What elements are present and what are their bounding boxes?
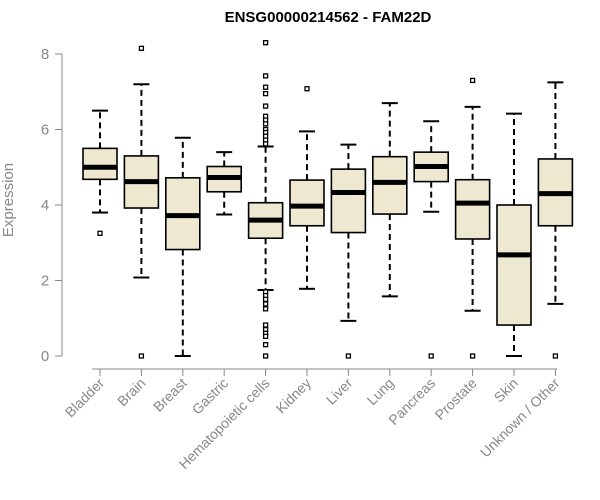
box-iqr [454, 178, 491, 240]
x-tick-label: Liver [323, 375, 356, 408]
outlier-point [262, 40, 269, 46]
outlier-point [262, 322, 269, 328]
y-tick-label: 4 [41, 197, 49, 214]
x-tick-label: Bladder [62, 375, 108, 421]
box-iqr [82, 147, 118, 181]
x-tick-label: Breast [150, 375, 190, 415]
outlier-point [469, 353, 476, 359]
box-group [247, 40, 284, 359]
outlier-point [262, 73, 269, 79]
box-series [82, 40, 574, 359]
box-iqr [496, 204, 532, 326]
outlier-point [262, 84, 269, 90]
outlier-point [469, 77, 476, 84]
box-group [165, 136, 201, 357]
y-axis-ticks: 0 2 4 6 8 [41, 46, 62, 365]
box-group [537, 81, 574, 359]
outlier-point [428, 353, 434, 359]
x-tick-label: Lung [364, 375, 397, 408]
chart-title: ENSG00000214562 - FAM22D [225, 9, 432, 26]
outlier-point [262, 103, 269, 109]
box-group [289, 86, 325, 290]
y-tick-label: 6 [41, 122, 49, 139]
box-group [496, 112, 532, 357]
box-group [454, 77, 491, 359]
outlier-point [262, 353, 269, 359]
outlier-point [262, 90, 269, 97]
outlier-point [262, 306, 269, 312]
y-axis-label: Expression [0, 163, 17, 237]
box-group [371, 102, 408, 298]
box-iqr [330, 168, 367, 234]
outlier-point [262, 301, 269, 307]
box-group [206, 151, 242, 216]
box-group [413, 120, 450, 359]
outlier-point [262, 333, 269, 340]
outlier-point [345, 353, 352, 359]
outlier-point [138, 45, 145, 51]
outlier-point [552, 353, 559, 359]
outlier-point [97, 230, 103, 236]
outlier-point [138, 353, 145, 359]
outlier-point [262, 342, 269, 348]
y-tick-label: 0 [41, 348, 49, 365]
box-group [123, 45, 160, 359]
outlier-point [304, 86, 310, 92]
x-tick-label: Prostate [432, 375, 480, 423]
outlier-point [262, 296, 269, 303]
x-tick-label: Brain [114, 375, 148, 409]
box-iqr [371, 155, 408, 215]
y-tick-label: 2 [41, 273, 49, 290]
outlier-point [262, 121, 269, 127]
box-group [330, 143, 367, 359]
x-tick-label: Kidney [273, 375, 315, 417]
x-tick-label: Skin [491, 375, 522, 406]
box-iqr [289, 179, 325, 227]
y-tick-label: 8 [41, 46, 49, 63]
outlier-point [262, 141, 269, 147]
box-group [82, 109, 118, 236]
x-tick-label: Unknown / Other [477, 375, 563, 461]
